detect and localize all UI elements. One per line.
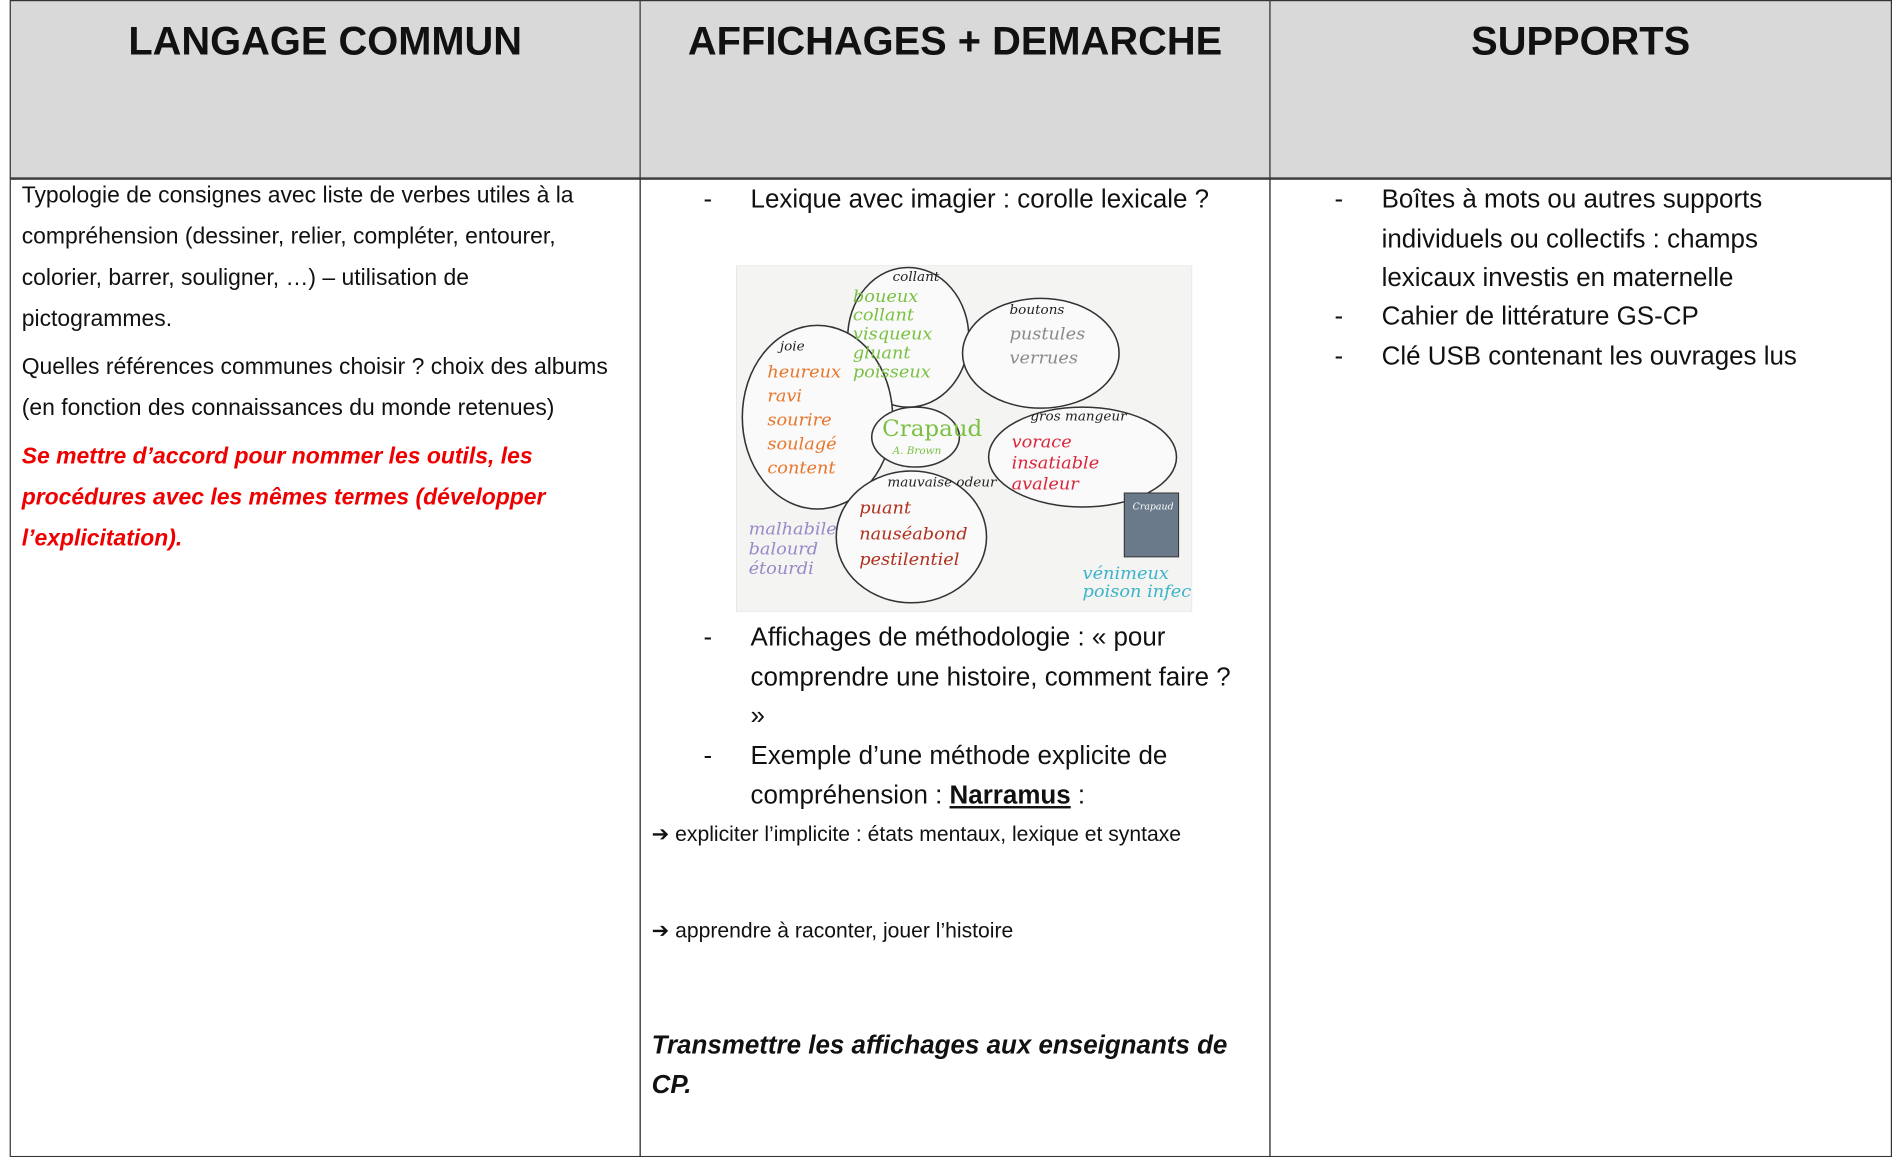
image-heading: collant xyxy=(893,270,940,285)
emphasis: Se mettre d’accord pour nommer les outil… xyxy=(21,444,546,552)
image-word: boueux xyxy=(853,287,919,307)
header: AFFICHAGES + DEMARCHE xyxy=(687,18,1223,63)
image-word: puant xyxy=(859,499,911,519)
marker: - xyxy=(703,184,713,214)
header: SUPPORTS xyxy=(1471,18,1691,63)
item-text: : xyxy=(1070,780,1086,810)
arrow-text: expliciter l’implicite : états mentaux, … xyxy=(675,821,1182,846)
image-word: pestilentiel xyxy=(859,551,959,571)
item-text: Cahier de littérature GS-CP xyxy=(1381,301,1699,331)
image-word: malhabile xyxy=(749,520,837,540)
paragraph: Typologie de consignes avec liste de ver… xyxy=(21,183,574,332)
image-word: verrues xyxy=(1009,349,1078,369)
arrow: ➔ xyxy=(651,918,670,943)
image-word: vénimeux xyxy=(1083,565,1170,585)
book-cover xyxy=(1123,492,1180,558)
item-text: Lexique avec imagier : corolle lexicale … xyxy=(750,184,1210,214)
image-word: content xyxy=(767,459,835,479)
image-word: visqueux xyxy=(853,325,933,345)
book-title: Crapaud xyxy=(1133,502,1174,513)
link-text: Narramus xyxy=(949,780,1071,810)
image-word: ravi xyxy=(767,387,802,407)
corolla-image: collantboueuxcollantvisqueuxgluantpoisse… xyxy=(736,265,1193,612)
item-text: Exemple d’une méthode explicite de compr… xyxy=(751,736,1234,814)
image-title: Crapaud xyxy=(882,416,982,441)
image-heading: boutons xyxy=(1009,303,1064,318)
petal-center xyxy=(870,406,961,468)
image-word: collant xyxy=(853,306,914,326)
petal xyxy=(987,406,1178,508)
marker: - xyxy=(703,740,713,770)
image-word: insatiable xyxy=(1012,454,1100,474)
image-word: sourire xyxy=(767,411,831,431)
image-word: heureux xyxy=(767,363,841,383)
image-word: étourdi xyxy=(749,560,814,580)
item-text: Exemple d’une méthode explicite de compr… xyxy=(750,740,1168,810)
header-cell: SUPPORTS xyxy=(1269,0,1892,179)
item-text: Clé USB contenant les ouvrages lus xyxy=(1381,341,1797,371)
arrow-line: ➔ apprendre à raconter, jouer l’histoire xyxy=(652,911,1261,950)
image-heading: mauvaise odeur xyxy=(887,476,997,491)
image-word: nauséabond xyxy=(859,525,967,545)
image-word: soulagé xyxy=(767,435,836,455)
arrow-line: ➔ expliciter l’implicite : états mentaux… xyxy=(652,814,1261,853)
paragraph: Quelles références communes choisir ? ch… xyxy=(21,354,608,422)
image-word: poisseux xyxy=(853,363,931,383)
cell xyxy=(1269,178,1892,1157)
item-text: Boîtes à mots ou autres supports individ… xyxy=(1381,184,1763,293)
image-author: A. Brown xyxy=(892,446,942,457)
column-text: Typologie de consignes avec liste de ver… xyxy=(22,176,625,567)
image-word: vorace xyxy=(1012,433,1072,453)
petal xyxy=(961,297,1120,409)
image-word: pustules xyxy=(1009,325,1085,345)
arrow-text: apprendre à raconter, jouer l’histoire xyxy=(675,918,1014,943)
petal xyxy=(835,470,988,604)
header-cell: LANGAGE COMMUN xyxy=(9,0,641,179)
marker: - xyxy=(1334,341,1344,371)
item-text: Affichages de méthodologie : « pour comp… xyxy=(750,622,1231,731)
arrow: ➔ xyxy=(651,821,670,846)
image-word: avaleur xyxy=(1012,475,1081,495)
emphasis: Transmettre les affichages aux enseignan… xyxy=(651,1030,1228,1099)
image-heading: gros mangeur xyxy=(1030,410,1127,425)
image-word: gluant xyxy=(853,344,911,364)
marker: - xyxy=(1334,184,1344,214)
header: LANGAGE COMMUN xyxy=(128,18,523,63)
image-word: balourd xyxy=(749,540,819,560)
marker: - xyxy=(1334,301,1344,331)
header-cell: AFFICHAGES + DEMARCHE xyxy=(639,0,1271,179)
image-word: poison infect xyxy=(1083,583,1193,603)
image-heading: joie xyxy=(777,340,805,355)
marker: - xyxy=(703,622,713,652)
